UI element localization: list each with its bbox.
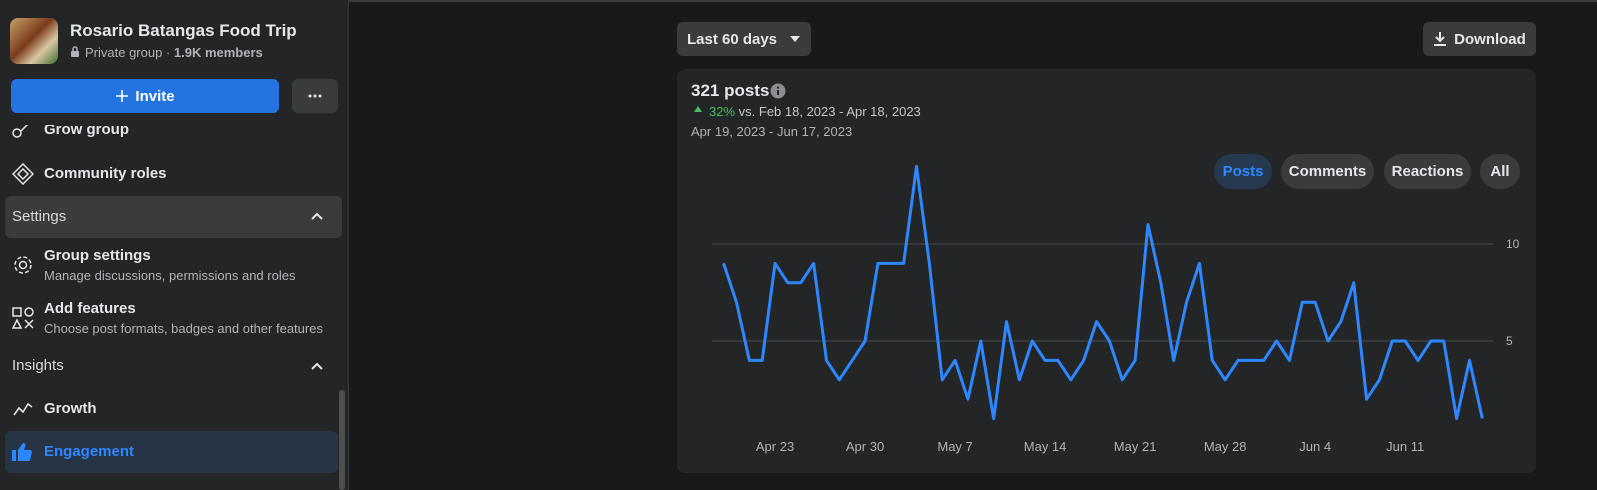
up-arrow <box>694 106 702 112</box>
range-dropdown[interactable]: Last 60 days <box>677 22 811 56</box>
member-count: 1.9K members <box>173 45 263 60</box>
comparison: vs. Feb 18, 2023 - Apr 18, 2023 <box>738 104 921 119</box>
chevron-up <box>311 362 323 370</box>
y-tick-label: 10 <box>1506 237 1520 251</box>
like-icon <box>12 443 32 461</box>
sidebar: Rosario Batangas Food Trip Private group… <box>0 0 349 490</box>
nav-item[interactable]: Add features <box>44 300 136 317</box>
grow-icon <box>12 125 29 138</box>
top-border <box>0 0 1597 2</box>
more-button[interactable] <box>292 79 338 113</box>
x-tick-label: Jun 11 <box>1386 439 1424 454</box>
privacy: Private group · <box>85 45 171 60</box>
nav-scroll: Grow group Community roles Settings Grou… <box>0 125 348 490</box>
settings-section[interactable] <box>5 196 342 238</box>
nav-item[interactable]: Community roles <box>44 165 167 182</box>
tab[interactable]: Posts <box>1214 154 1272 189</box>
nav-description: Choose post formats, badges and other fe… <box>44 321 323 336</box>
group-name[interactable]: Rosario Batangas Food Trip <box>70 21 297 40</box>
x-tick-label: May 21 <box>1114 439 1157 454</box>
download-label: Download <box>1454 30 1526 48</box>
info-icon[interactable] <box>770 83 786 99</box>
x-tick-label: Apr 23 <box>756 439 794 454</box>
dots-icon <box>308 94 322 98</box>
change-line: 32% vs. Feb 18, 2023 - Apr 18, 2023 <box>709 104 921 119</box>
section-title: Settings <box>12 208 67 225</box>
chevron-up <box>311 212 323 220</box>
line <box>722 164 1484 421</box>
x-tick-label: May 7 <box>937 439 972 454</box>
tab[interactable]: Comments <box>1281 154 1374 189</box>
x-tick-label: May 28 <box>1204 439 1247 454</box>
growth-icon <box>13 402 33 416</box>
group-meta: Private group · 1.9K members <box>85 45 263 60</box>
nav-item[interactable]: Group settings <box>44 247 151 264</box>
tab[interactable]: Reactions <box>1384 154 1471 189</box>
invite-button[interactable]: Invite <box>11 79 279 113</box>
tab[interactable]: All <box>1480 154 1520 189</box>
range-label: Last 60 days <box>686 30 778 48</box>
change-value: 32% <box>709 104 736 119</box>
download-button[interactable]: Download <box>1423 22 1536 56</box>
nav-item[interactable]: Engagement <box>44 443 135 460</box>
x-tick-label: May 14 <box>1024 439 1067 454</box>
gear-icon <box>14 256 32 274</box>
download-icon <box>1434 32 1447 46</box>
lock-icon <box>71 46 79 57</box>
caret-icon <box>790 36 801 42</box>
scrollbar[interactable] <box>339 390 345 490</box>
section-title[interactable]: Insights <box>12 357 64 374</box>
x-tick-label: Apr 30 <box>846 439 884 454</box>
nav-description: Manage discussions, permissions and role… <box>44 268 296 283</box>
roles-icon <box>12 163 34 185</box>
x-tick-label: Jun 4 <box>1299 439 1331 454</box>
chart-title: 321 posts <box>691 81 770 100</box>
features-icon <box>12 307 34 329</box>
nav-item[interactable]: Grow group <box>44 125 129 138</box>
chart-panel: 5 10 Apr 23 Apr 30 May 7 May 14 May 21 May 28 Ju… <box>677 69 1536 473</box>
y-tick-label: 5 <box>1506 334 1513 348</box>
chart-subtitle: Apr 19, 2023 - Jun 17, 2023 <box>691 124 853 139</box>
active-item[interactable] <box>5 431 338 473</box>
group-avatar[interactable] <box>10 18 58 64</box>
invite-label: Invite <box>135 87 175 105</box>
nav-item[interactable]: Growth <box>44 400 97 417</box>
chart: 5 10 Apr 23 Apr 30 May 7 May 14 May 21 May 28 Ju… <box>712 164 1520 454</box>
plus-icon <box>116 90 129 102</box>
